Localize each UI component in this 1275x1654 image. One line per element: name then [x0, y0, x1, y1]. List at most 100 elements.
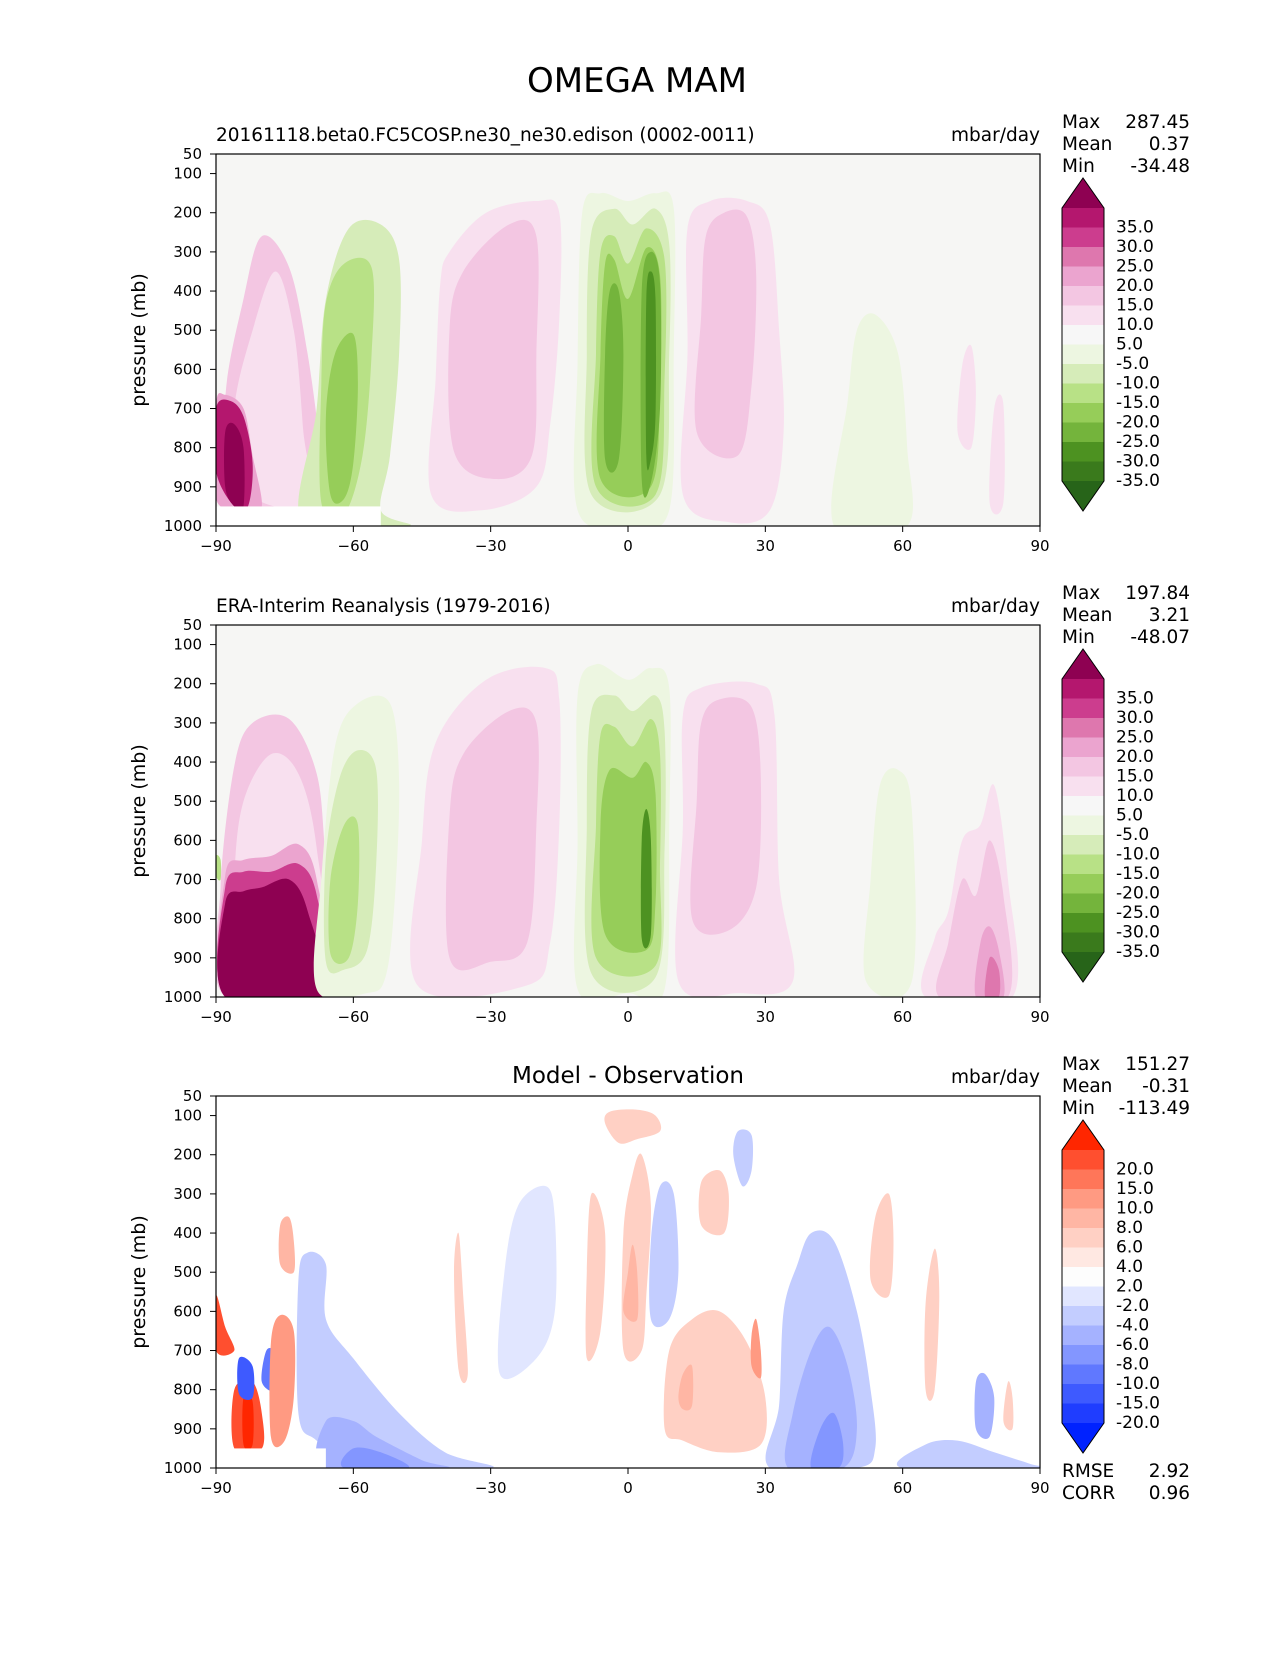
- colorbar-bin: [1062, 1384, 1104, 1405]
- y-tick-label: 400: [173, 1224, 202, 1242]
- colorbar-tick-label: -20.0: [1116, 413, 1160, 433]
- colorbar-bin: [1062, 893, 1104, 914]
- contour-region: [869, 1193, 894, 1298]
- colorbar-bin: [1062, 1306, 1104, 1327]
- contour-region: [690, 697, 762, 935]
- y-tick-label: 900: [173, 1420, 202, 1438]
- contour-region: [649, 1181, 679, 1328]
- colorbar-tick-label: 10.0: [1116, 1199, 1154, 1219]
- colorbar-bin: [1062, 305, 1104, 326]
- y-tick-label: 200: [173, 675, 202, 693]
- stat-value: -0.31: [1142, 1076, 1190, 1097]
- y-axis-label: pressure (mb): [128, 273, 150, 407]
- contour-region: [497, 1185, 557, 1380]
- y-tick-label: 300: [173, 714, 202, 732]
- colorbar-tick-label: 10.0: [1116, 786, 1154, 806]
- colorbar-bin: [1062, 461, 1104, 482]
- colorbar-extend-bottom: [1062, 1423, 1104, 1453]
- colorbar-bin: [1062, 737, 1104, 758]
- stat-label: Mean: [1062, 1076, 1112, 1097]
- contour-region: [924, 1248, 940, 1401]
- colorbar-tick-label: -25.0: [1116, 903, 1160, 923]
- colorbar-bin: [1062, 1345, 1104, 1366]
- contour-region: [694, 209, 757, 459]
- y-tick-label: 500: [173, 792, 202, 810]
- colorbar-tick-label: -15.0: [1116, 864, 1160, 884]
- colorbar-bin: [1062, 227, 1104, 248]
- x-tick-label: 90: [1030, 537, 1049, 555]
- contour-region: [603, 283, 624, 473]
- colorbar-tick-label: -15.0: [1116, 393, 1160, 413]
- colorbar-bin: [1062, 1150, 1104, 1171]
- colorbar-bin: [1062, 1267, 1104, 1288]
- colorbar-bin: [1062, 422, 1104, 443]
- x-tick-label: 60: [893, 537, 912, 555]
- y-tick-label: 300: [173, 1185, 202, 1203]
- units-label: mbar/day: [951, 1067, 1040, 1088]
- contour-region: [896, 1440, 1040, 1468]
- colorbar-bin: [1062, 344, 1104, 365]
- x-tick-label: −30: [475, 1479, 507, 1497]
- colorbar-tick-label: -25.0: [1116, 432, 1160, 452]
- colorbar-tick-label: 8.0: [1116, 1218, 1143, 1238]
- colorbar-tick-label: 30.0: [1116, 237, 1154, 257]
- colorbar-bin: [1062, 913, 1104, 934]
- x-tick-label: 60: [893, 1479, 912, 1497]
- colorbar-outline: [1061, 177, 1105, 512]
- stat-label: Min: [1062, 1098, 1095, 1119]
- colorbar-bin: [1062, 796, 1104, 817]
- colorbar-bin: [1062, 403, 1104, 424]
- y-tick-label: 500: [173, 321, 202, 339]
- contour-region: [604, 1109, 662, 1144]
- y-tick-label: 900: [173, 478, 202, 496]
- colorbar-bin: [1062, 1208, 1104, 1229]
- colorbar-outline: [1061, 648, 1105, 983]
- stat-label: RMSE: [1062, 1461, 1114, 1482]
- colorbar-bin: [1062, 854, 1104, 875]
- contour-region: [974, 1372, 995, 1440]
- contour-region: [340, 1447, 410, 1468]
- colorbar-tick-label: 30.0: [1116, 708, 1154, 728]
- stat-value: 0.37: [1149, 134, 1190, 155]
- x-tick-label: 90: [1030, 1008, 1049, 1026]
- contour-region: [733, 1129, 754, 1187]
- colorbar: 35.030.025.020.015.010.05.0-5.0-10.0-15.…: [1061, 177, 1160, 512]
- colorbar-tick-label: 35.0: [1116, 218, 1154, 238]
- y-tick-label: 100: [173, 165, 202, 183]
- colorbar-bin: [1062, 325, 1104, 346]
- colorbar-tick-label: -35.0: [1116, 942, 1160, 962]
- colorbar-bin: [1062, 364, 1104, 385]
- colorbar-tick-label: 35.0: [1116, 689, 1154, 709]
- colorbar-tick-label: 20.0: [1116, 747, 1154, 767]
- colorbar-tick-label: 15.0: [1116, 767, 1154, 787]
- y-tick-label: 600: [173, 1302, 202, 1320]
- colorbar-bin: [1062, 1189, 1104, 1210]
- colorbar-outline: [1061, 1119, 1105, 1454]
- colorbar-tick-label: 4.0: [1116, 1257, 1143, 1277]
- colorbar-tick-label: 10.0: [1116, 315, 1154, 335]
- y-tick-label: 1000: [164, 988, 202, 1006]
- stat-label: Max: [1062, 1054, 1100, 1075]
- contour-region: [216, 854, 222, 881]
- y-tick-label: 100: [173, 1107, 202, 1125]
- x-tick-label: 0: [623, 537, 633, 555]
- y-tick-label: 200: [173, 204, 202, 222]
- colorbar-bin: [1062, 718, 1104, 739]
- x-tick-label: 90: [1030, 1479, 1049, 1497]
- colorbar-tick-label: -5.0: [1116, 354, 1149, 374]
- y-tick-label: 50: [183, 1087, 202, 1105]
- stat-value: -34.48: [1130, 156, 1190, 177]
- y-tick-label: 1000: [164, 517, 202, 535]
- missing-data-region: [216, 1448, 326, 1468]
- colorbar-extend-bottom: [1062, 952, 1104, 982]
- contour-region: [445, 707, 539, 971]
- contour-region: [698, 1169, 729, 1236]
- y-tick-label: 50: [183, 145, 202, 163]
- contour-region: [623, 1244, 639, 1322]
- panel-title: 20161118.beta0.FC5COSP.ne30_ne30.edison …: [216, 125, 755, 146]
- contour-region: [278, 1216, 296, 1274]
- colorbar-bin: [1062, 1247, 1104, 1268]
- figure-title: OMEGA MAM: [527, 61, 747, 101]
